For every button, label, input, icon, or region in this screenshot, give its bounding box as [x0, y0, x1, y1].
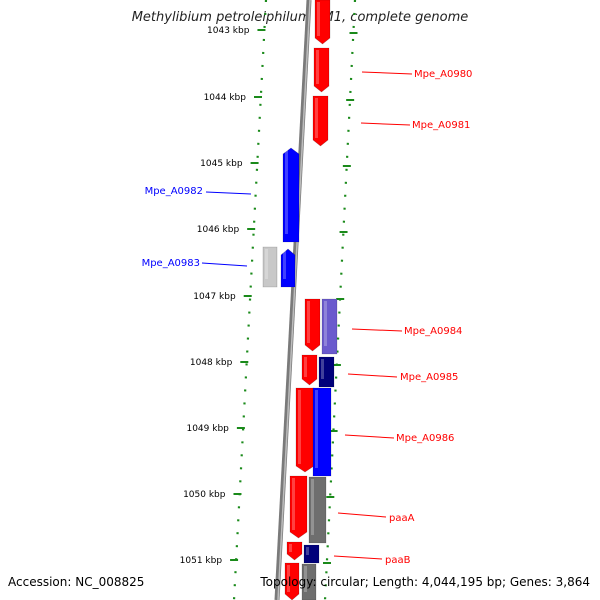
tick-label: 1049 kbp	[186, 424, 229, 434]
gene-block-navy-highlight	[306, 547, 309, 555]
tick-label: 1046 kbp	[197, 225, 240, 235]
gene-block-gray	[262, 246, 278, 288]
scale-ticks: 1043 kbp 1044 kbp 1045 kbp 1046 kbp 1047 kbp…	[180, 26, 358, 566]
gene-label-paaa: paaA	[389, 513, 415, 524]
tick-label: 1044 kbp	[204, 93, 247, 103]
gene-block-forward-highlight	[298, 390, 301, 464]
gene-leader-line	[361, 71, 413, 75]
gene-block-gray-highlight	[304, 566, 307, 592]
gene-label-mpe_a0980: Mpe_A0980	[414, 69, 472, 80]
gene-leader-line	[205, 191, 252, 195]
gene-leader-line	[333, 555, 383, 560]
gene-block-slate	[321, 298, 338, 355]
gene-label-mpe_a0986: Mpe_A0986	[396, 433, 454, 444]
gene-block-reverse	[282, 147, 300, 243]
gene-block-reverse	[312, 387, 332, 477]
gene-labels: Mpe_A0980 Mpe_A0981 Mpe_A0982 Mpe_A0983 Mpe_…	[142, 69, 473, 566]
gene-block-forward-highlight	[304, 357, 307, 377]
gene-label-mpe_a0982: Mpe_A0982	[145, 186, 203, 197]
scale-ring	[232, 0, 268, 600]
gene-block-forward	[295, 387, 315, 473]
gene-block-forward-highlight	[315, 98, 318, 138]
tick-label: 1048 kbp	[190, 358, 233, 368]
gene-features	[262, 0, 338, 600]
gene-leader-line	[347, 373, 398, 378]
tick-label: 1047 kbp	[193, 292, 236, 302]
gene-block-forward-highlight	[317, 2, 320, 36]
gene-block-navy	[318, 356, 335, 388]
gene-block-forward	[286, 541, 303, 561]
gene-label-mpe_a0983: Mpe_A0983	[142, 258, 200, 269]
gene-block-forward	[304, 298, 321, 352]
tick-label: 1045 kbp	[200, 159, 243, 169]
gene-block-forward-highlight	[289, 544, 292, 552]
gene-block-forward	[301, 354, 318, 386]
gene-leader-line	[360, 122, 411, 126]
gene-leader-line	[344, 434, 395, 439]
gene-leader-line	[337, 512, 387, 518]
gene-block-forward-highlight	[287, 565, 290, 592]
gene-block-forward	[314, 0, 331, 45]
gene-block-forward	[313, 47, 330, 93]
gene-label-mpe_a0981: Mpe_A0981	[412, 120, 470, 131]
gene-block-gray-highlight	[311, 479, 314, 535]
genome-summary: Topology: circular; Length: 4,044,195 bp…	[260, 575, 590, 589]
gene-block-navy-highlight	[321, 359, 324, 379]
gene-block-forward-highlight	[307, 301, 310, 343]
gene-label-mpe_a0984: Mpe_A0984	[404, 326, 462, 337]
gene-block-gray	[308, 476, 327, 544]
gene-block-forward	[284, 562, 300, 600]
tick-label: 1050 kbp	[183, 490, 226, 500]
tick-label: 1043 kbp	[207, 26, 250, 36]
accession-label: Accession: NC_008825	[8, 575, 145, 589]
gene-block-forward-highlight	[292, 478, 295, 530]
gene-block-slate-highlight	[324, 301, 327, 346]
gene-label-paab: paaB	[385, 555, 411, 566]
gene-block-navy	[303, 544, 320, 564]
gene-block-reverse	[280, 248, 296, 288]
gene-block-forward	[289, 475, 308, 539]
gene-leader-line	[201, 262, 248, 267]
gene-block-forward	[312, 95, 329, 147]
gene-block-reverse-highlight	[285, 150, 288, 234]
map-title: Methylibium petroleiphilum PM1, complete…	[131, 10, 469, 25]
genome-backbone	[274, 0, 312, 600]
gene-block-gray-highlight	[265, 249, 268, 279]
gene-block-gray	[301, 563, 317, 600]
gene-block-reverse-highlight	[283, 251, 286, 279]
gene-block-reverse-highlight	[315, 390, 318, 468]
tick-label: 1051 kbp	[180, 556, 223, 566]
gene-block-forward-highlight	[316, 50, 319, 84]
gene-leader-line	[351, 328, 403, 332]
gene-label-mpe_a0985: Mpe_A0985	[400, 372, 458, 383]
